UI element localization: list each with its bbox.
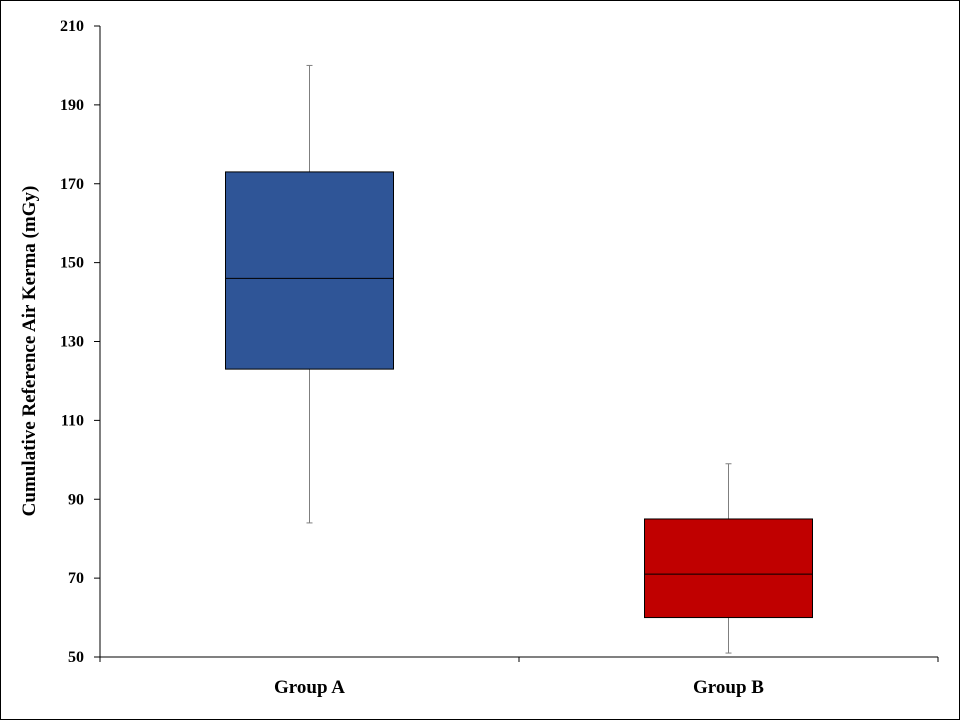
- y-tick-label: 130: [60, 334, 84, 351]
- x-category-label: Group A: [274, 677, 345, 698]
- plot-area: 50 70 90 110 130 150 170 190 210 Group A Group B: [60, 18, 939, 698]
- y-tick-label: 190: [60, 97, 84, 114]
- x-category-label: Group B: [693, 677, 764, 698]
- y-tick-label: 170: [60, 176, 84, 193]
- box-group-b: [644, 518, 813, 619]
- y-tick-label: 90: [68, 491, 84, 508]
- y-tick-label: 150: [60, 255, 84, 272]
- y-tick-label: 50: [68, 649, 84, 666]
- y-axis-label: Cumulative Reference Air Kerma (mGy): [19, 186, 40, 517]
- y-tick-label: 210: [60, 18, 84, 35]
- box-group-a: [225, 171, 394, 370]
- y-tick-label: 70: [68, 570, 84, 587]
- y-tick-label: 110: [61, 412, 84, 429]
